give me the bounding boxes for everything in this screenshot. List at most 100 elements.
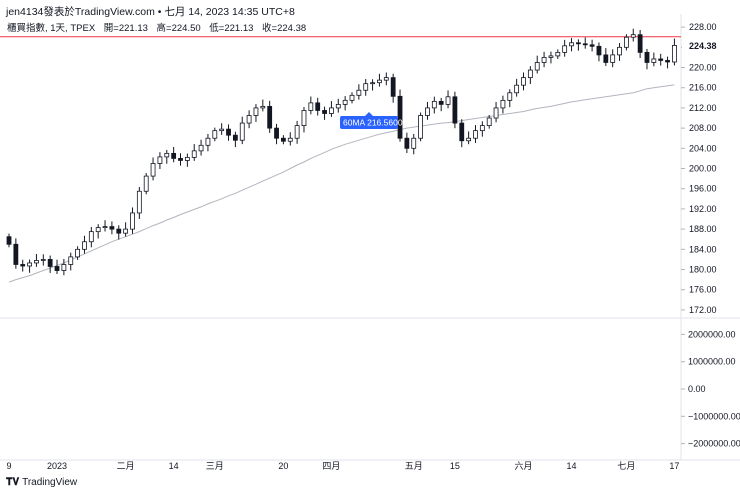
candle[interactable]: [534, 55, 540, 74]
candle[interactable]: [562, 39, 568, 57]
candle[interactable]: [136, 186, 142, 219]
candle[interactable]: [47, 255, 53, 273]
candle[interactable]: [308, 96, 314, 115]
candle[interactable]: [500, 95, 506, 114]
candle[interactable]: [322, 106, 327, 120]
candle[interactable]: [280, 135, 286, 145]
candle[interactable]: [452, 91, 458, 129]
candle[interactable]: [548, 51, 554, 64]
candle[interactable]: [438, 97, 444, 112]
candle[interactable]: [342, 96, 348, 111]
candle[interactable]: [246, 110, 252, 129]
candle[interactable]: [6, 233, 12, 248]
candle[interactable]: [123, 222, 129, 237]
candle[interactable]: [665, 56, 670, 69]
candle[interactable]: [239, 116, 245, 145]
candle[interactable]: [212, 127, 218, 142]
candle[interactable]: [315, 97, 321, 116]
candle[interactable]: [397, 89, 403, 142]
candle[interactable]: [329, 101, 334, 117]
candle[interactable]: [527, 66, 533, 85]
candle[interactable]: [603, 48, 609, 66]
candle[interactable]: [610, 49, 616, 68]
candle[interactable]: [383, 72, 389, 86]
candle[interactable]: [40, 254, 46, 266]
candle[interactable]: [287, 132, 293, 146]
candle[interactable]: [20, 259, 26, 272]
candle[interactable]: [143, 173, 149, 195]
candle[interactable]: [425, 101, 430, 120]
candle[interactable]: [301, 107, 307, 133]
candle[interactable]: [431, 96, 437, 114]
candle[interactable]: [253, 104, 259, 122]
candle[interactable]: [445, 90, 451, 109]
candle[interactable]: [61, 258, 67, 276]
candle[interactable]: [157, 152, 163, 170]
candle[interactable]: [404, 132, 410, 154]
candle[interactable]: [617, 43, 622, 61]
candle[interactable]: [637, 29, 643, 58]
candle[interactable]: [116, 225, 122, 240]
candle[interactable]: [205, 133, 211, 152]
candle[interactable]: [672, 38, 677, 66]
candle[interactable]: [191, 144, 197, 161]
candle[interactable]: [644, 48, 650, 70]
candle[interactable]: [411, 133, 417, 155]
candle[interactable]: [575, 39, 581, 51]
candle[interactable]: [658, 53, 664, 66]
candle[interactable]: [95, 224, 101, 239]
candle[interactable]: [232, 131, 238, 148]
candle[interactable]: [164, 149, 170, 164]
candle[interactable]: [459, 119, 465, 148]
candle[interactable]: [27, 259, 32, 273]
candle[interactable]: [82, 235, 87, 254]
candle[interactable]: [102, 220, 108, 232]
candle[interactable]: [521, 72, 526, 91]
candle[interactable]: [582, 37, 588, 49]
candle[interactable]: [226, 124, 231, 141]
candle[interactable]: [171, 146, 177, 163]
candle[interactable]: [34, 254, 39, 267]
candle[interactable]: [479, 121, 485, 137]
candle[interactable]: [507, 89, 513, 108]
candle[interactable]: [294, 120, 300, 144]
candle[interactable]: [68, 252, 74, 271]
candle[interactable]: [418, 112, 424, 142]
candle[interactable]: [377, 73, 382, 87]
candle[interactable]: [493, 101, 499, 123]
candle[interactable]: [219, 123, 225, 135]
candle[interactable]: [486, 114, 492, 129]
candle[interactable]: [466, 131, 472, 145]
candle[interactable]: [184, 153, 190, 167]
candle[interactable]: [335, 98, 341, 113]
candle[interactable]: [349, 92, 355, 104]
candle[interactable]: [596, 42, 602, 62]
candle[interactable]: [541, 51, 547, 68]
candle[interactable]: [198, 139, 204, 156]
candle[interactable]: [624, 34, 629, 51]
candle[interactable]: [651, 52, 657, 67]
candle[interactable]: [589, 39, 595, 52]
candle[interactable]: [390, 73, 396, 103]
candle[interactable]: [274, 123, 279, 145]
candle[interactable]: [54, 259, 60, 274]
candle[interactable]: [569, 38, 574, 52]
candle[interactable]: [75, 246, 80, 260]
candle[interactable]: [150, 157, 156, 181]
candle[interactable]: [370, 79, 375, 91]
candle[interactable]: [13, 238, 19, 269]
candle[interactable]: [555, 49, 561, 59]
candle[interactable]: [473, 125, 478, 143]
candle[interactable]: [363, 78, 369, 96]
candle[interactable]: [178, 153, 183, 166]
candle[interactable]: [130, 207, 135, 234]
candle[interactable]: [109, 221, 115, 235]
candle[interactable]: [514, 78, 520, 97]
candle[interactable]: [356, 84, 362, 100]
candle[interactable]: [260, 99, 266, 112]
candle-body: [473, 130, 478, 139]
candle[interactable]: [630, 28, 636, 42]
candle[interactable]: [88, 226, 94, 248]
candle[interactable]: [267, 100, 273, 133]
